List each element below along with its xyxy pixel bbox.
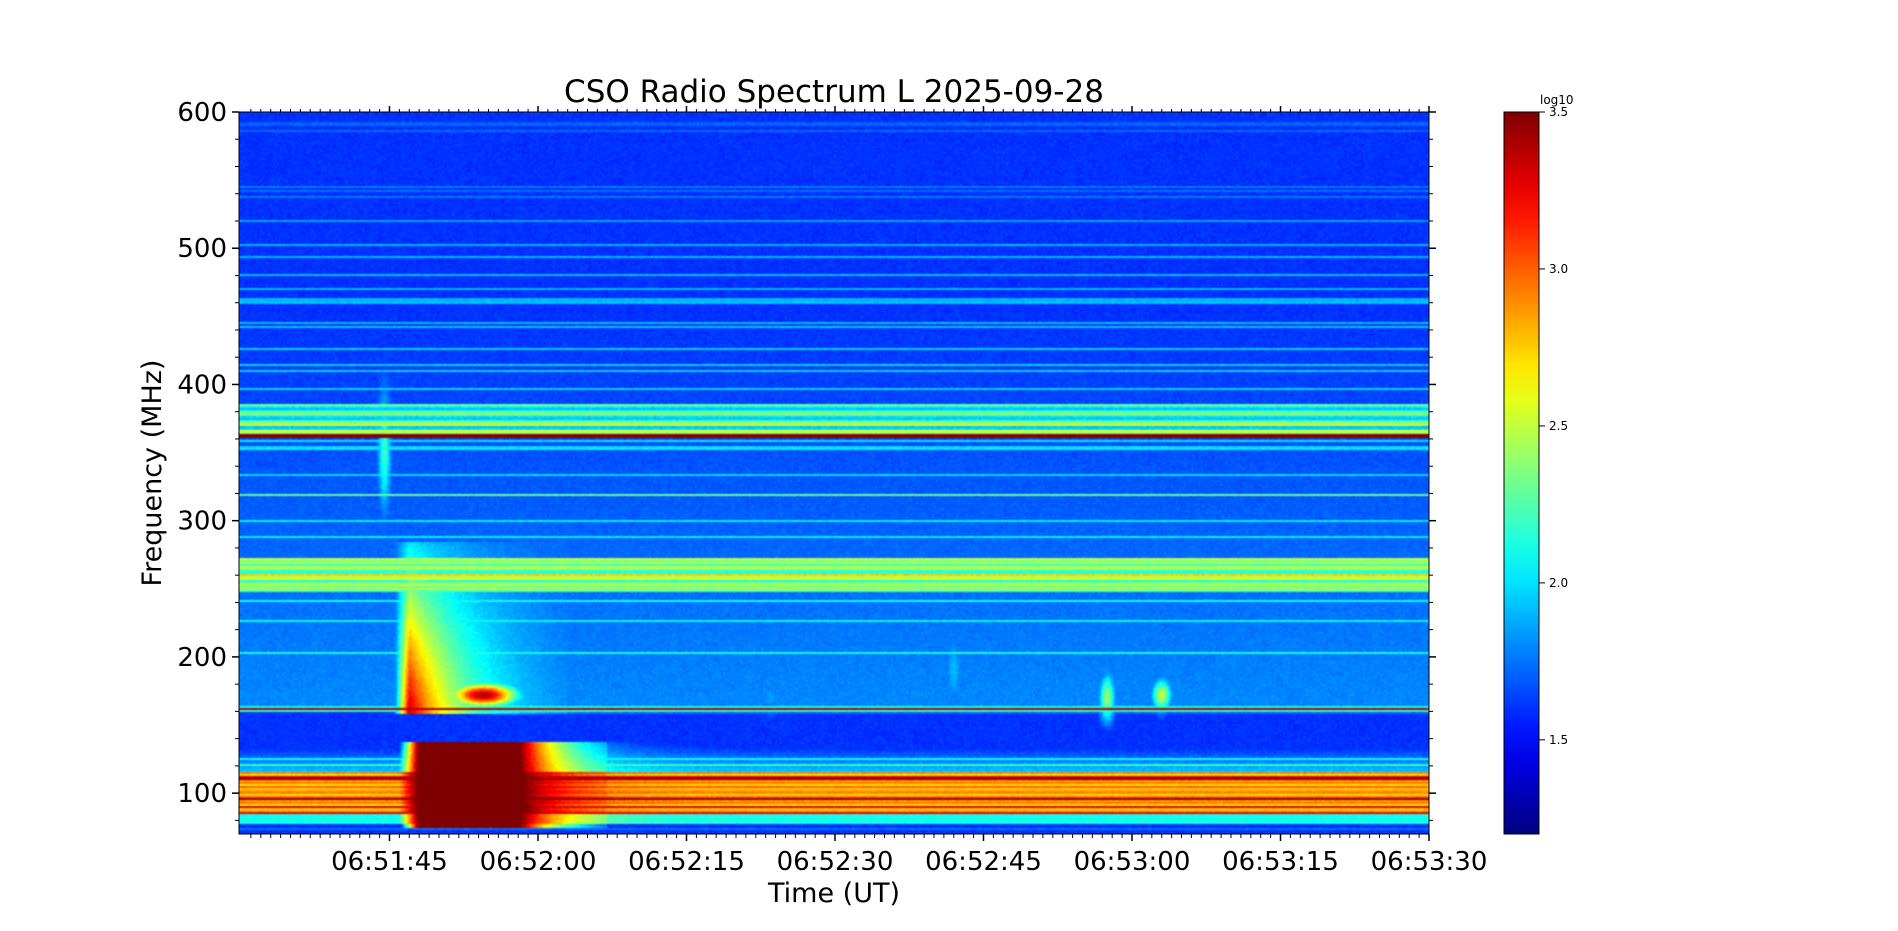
x-tick-label: 06:51:45 [331, 847, 448, 877]
x-tick-label: 06:52:00 [480, 847, 597, 877]
x-axis: 06:51:45 06:52:00 06:52:15 06:52:30 06:52:45… [250, 106, 1488, 877]
y-tick-label: 100 [177, 779, 227, 809]
y-axis-label: Frequency (MHz) [137, 360, 168, 587]
x-tick-label: 06:52:45 [925, 847, 1042, 877]
colorbar-label: log10 [1540, 93, 1574, 107]
y-tick-label: 200 [177, 643, 227, 673]
colorbar-tick-label: 2.5 [1549, 419, 1568, 433]
colorbar-tick-label: 2.0 [1549, 576, 1568, 590]
colorbar-tick-label: 3.5 [1549, 105, 1568, 119]
x-axis-label: Time (UT) [767, 878, 900, 909]
spectrogram-image [239, 112, 1429, 834]
x-tick-label: 06:53:30 [1371, 847, 1488, 877]
colorbar-ticks: 1.5 2.0 2.5 3.0 3.5 [1539, 105, 1568, 747]
x-tick-label: 06:53:15 [1222, 847, 1339, 877]
y-axis: 100 200 300 400 500 600 [177, 98, 1436, 821]
x-tick-label: 06:52:15 [628, 847, 745, 877]
colorbar-tick-label: 1.5 [1549, 733, 1568, 747]
y-tick-label: 500 [177, 234, 227, 264]
colorbar [1503, 111, 1540, 835]
x-tick-label: 06:52:30 [777, 847, 894, 877]
plot-frame [238, 111, 1430, 835]
colorbar-tick-label: 3.0 [1549, 262, 1568, 276]
y-tick-label: 400 [177, 370, 227, 400]
x-tick-label: 06:53:00 [1074, 847, 1191, 877]
spectrogram-heatmap [239, 112, 1429, 834]
y-tick-label: 600 [177, 98, 227, 128]
y-tick-label: 300 [177, 507, 227, 537]
chart-title: CSO Radio Spectrum L 2025-09-28 [564, 74, 1104, 110]
